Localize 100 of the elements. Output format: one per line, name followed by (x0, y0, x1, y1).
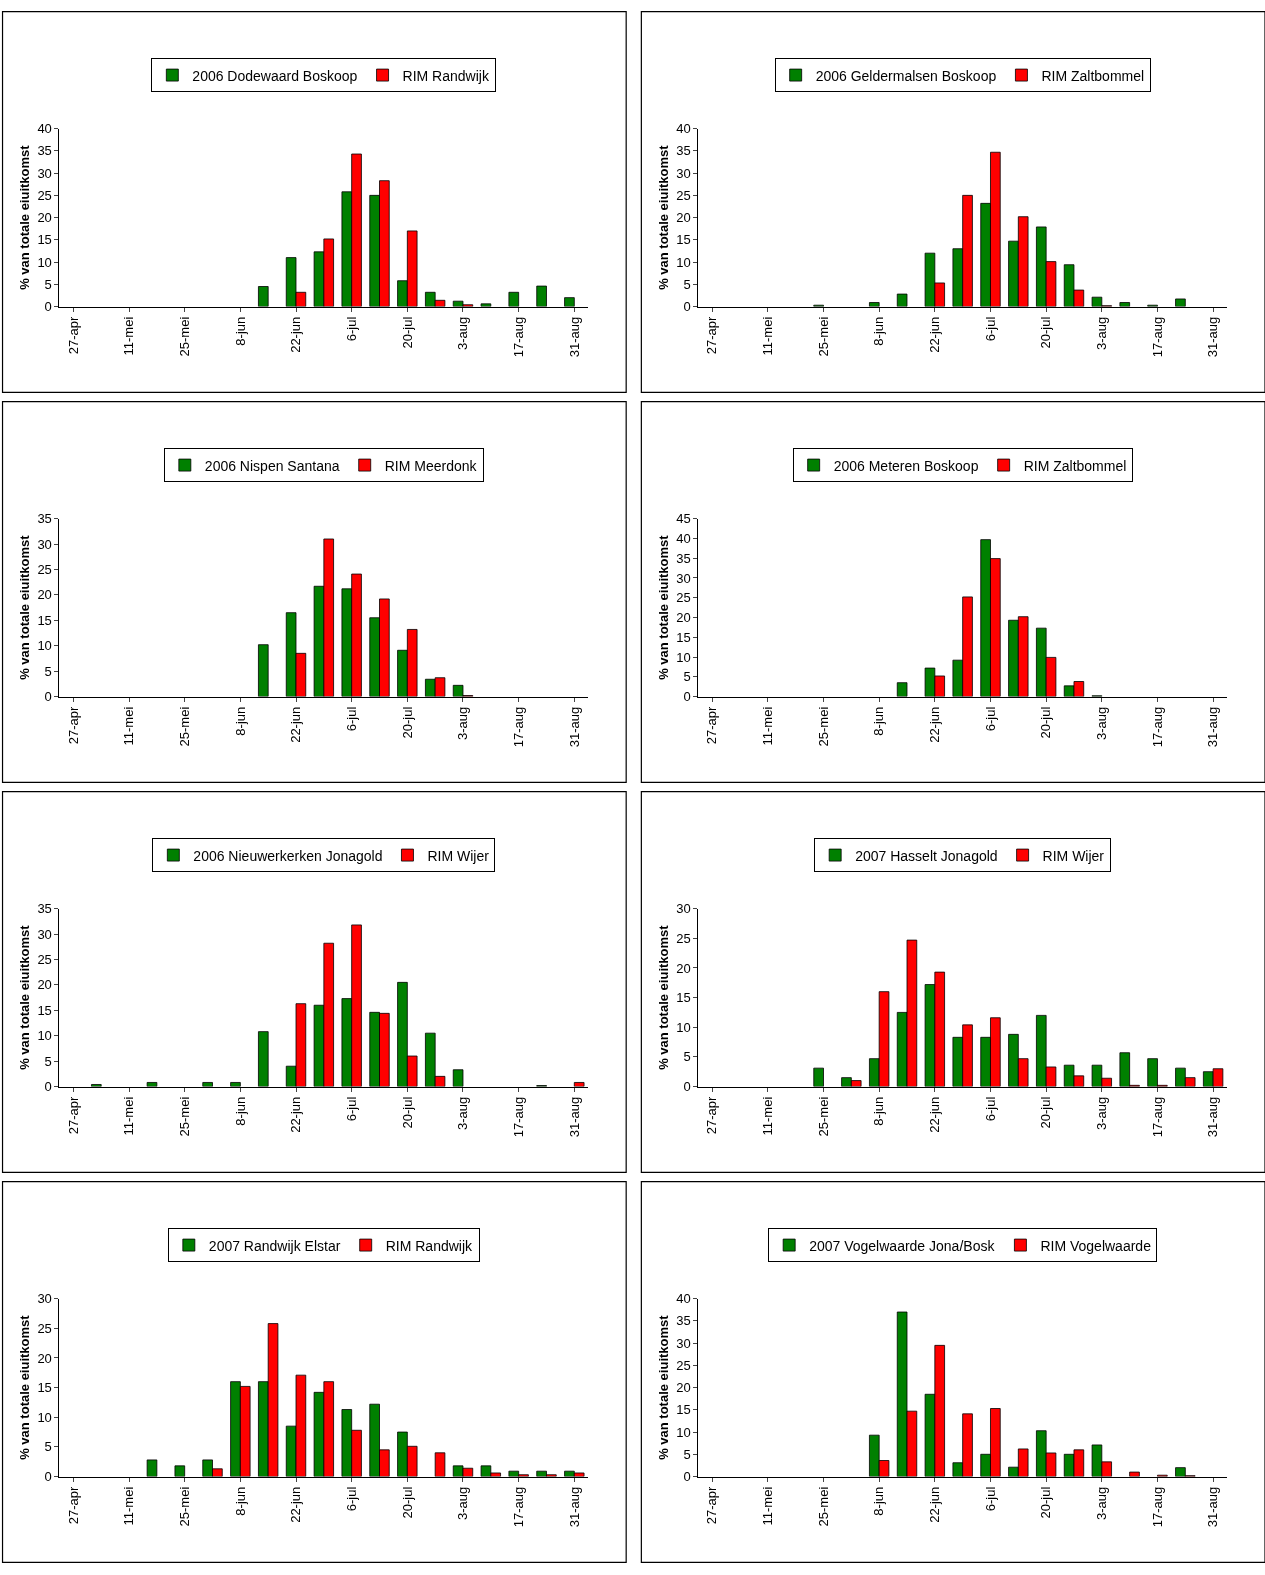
x-tick-label: 22-jun (288, 706, 304, 743)
x-tick-label: 20-jul (399, 706, 415, 739)
y-tick-label: 30 (37, 165, 52, 181)
y-tick-label: 15 (37, 232, 52, 248)
y-tick-label: 25 (37, 952, 52, 968)
x-tick-label: 8-jun (871, 706, 887, 736)
y-tick-label: 45 (676, 511, 691, 527)
x-tick-label: 25-mei (176, 1486, 192, 1527)
legend-label: RIM Wijer (1042, 847, 1105, 864)
x-tick-label: 17-aug (1149, 316, 1165, 358)
y-tick-label: 30 (676, 901, 691, 917)
y-axis-title: % van totale eiuitkomst (656, 534, 672, 680)
x-tick-label: 17-aug (1149, 1486, 1165, 1528)
x-tick-label: 3-aug (455, 1096, 471, 1130)
y-tick-label: 40 (676, 530, 691, 546)
x-tick-label: 8-jun (871, 1486, 887, 1516)
y-tick-label: 0 (683, 689, 691, 705)
x-tick-label: 25-mei (815, 316, 831, 357)
y-tick-label: 20 (37, 210, 52, 226)
y-tick-label: 5 (683, 1049, 691, 1065)
y-tick-label: 30 (37, 926, 52, 942)
x-tick-label: 22-jun (927, 316, 943, 353)
y-tick-label: 5 (683, 1446, 691, 1462)
x-tick-label: 17-aug (510, 316, 526, 358)
x-tick-label: 25-mei (176, 1096, 192, 1137)
y-tick-label: 10 (676, 254, 691, 270)
x-tick-label: 20-jul (399, 316, 415, 349)
legend-label: 2006 Geldermalsen Boskoop (815, 67, 997, 84)
x-tick-label: 8-jun (871, 316, 887, 346)
legend-label: RIM Randwijk (402, 67, 490, 84)
x-tick-label: 11-mei (121, 316, 137, 356)
y-tick-label: 15 (37, 1380, 52, 1396)
x-tick-label: 25-mei (815, 1096, 831, 1137)
y-tick-label: 15 (676, 232, 691, 248)
y-tick-label: 35 (37, 901, 52, 917)
y-tick-label: 0 (44, 689, 52, 705)
y-tick-label: 35 (676, 143, 691, 159)
y-tick-label: 15 (37, 1002, 52, 1018)
x-tick-label: 17-aug (510, 1096, 526, 1138)
y-tick-label: 40 (676, 1291, 691, 1307)
y-tick-label: 0 (44, 1079, 52, 1095)
y-tick-label: 0 (683, 1079, 691, 1095)
x-tick-label: 31-aug (1205, 706, 1221, 748)
y-tick-label: 10 (37, 1409, 52, 1425)
y-axis-title: % van totale eiuitkomst (17, 534, 33, 680)
x-tick-label: 20-jul (399, 1486, 415, 1519)
x-tick-label: 31-aug (566, 706, 582, 748)
y-tick-label: 25 (676, 1357, 691, 1373)
y-tick-label: 25 (37, 1320, 52, 1336)
x-tick-label: 27-apr (65, 316, 81, 355)
y-tick-label: 20 (676, 210, 691, 226)
x-tick-label: 27-apr (704, 316, 720, 355)
x-tick-label: 8-jun (871, 1096, 887, 1126)
x-tick-label: 27-apr (704, 706, 720, 745)
x-tick-label: 6-jul (343, 1096, 359, 1122)
x-tick-label: 3-aug (1094, 1096, 1110, 1130)
x-tick-label: 11-mei (760, 706, 776, 746)
x-tick-label: 22-jun (927, 1486, 943, 1523)
x-tick-label: 22-jun (288, 316, 304, 353)
y-tick-label: 20 (37, 587, 52, 603)
x-tick-label: 20-jul (1038, 706, 1054, 739)
x-tick-label: 6-jul (343, 1486, 359, 1512)
legend-label: 2007 Randwijk Elstar (208, 1237, 341, 1254)
y-axis-title: % van totale eiuitkomst (17, 1314, 33, 1460)
y-tick-label: 10 (37, 254, 52, 270)
y-tick-label: 25 (37, 187, 52, 203)
y-tick-label: 30 (37, 536, 52, 552)
x-tick-label: 31-aug (1205, 316, 1221, 358)
y-tick-label: 5 (44, 663, 52, 679)
x-tick-label: 20-jul (1038, 1486, 1054, 1519)
x-tick-label: 8-jun (232, 706, 248, 736)
y-tick-label: 5 (44, 1053, 52, 1069)
legend-label: RIM Zaltbommel (1023, 457, 1127, 474)
x-tick-label: 11-mei (760, 1096, 776, 1136)
y-tick-label: 10 (37, 638, 52, 654)
x-tick-label: 31-aug (566, 1486, 582, 1528)
y-axis-title: % van totale eiuitkomst (656, 924, 672, 1070)
x-tick-label: 22-jun (927, 706, 943, 743)
y-tick-label: 10 (676, 1424, 691, 1440)
y-tick-label: 35 (37, 143, 52, 159)
y-tick-label: 30 (676, 570, 691, 586)
y-tick-label: 25 (676, 187, 691, 203)
y-tick-label: 5 (683, 276, 691, 292)
x-tick-label: 22-jun (288, 1096, 304, 1133)
legend-label: RIM Zaltbommel (1041, 67, 1145, 84)
x-tick-label: 27-apr (704, 1096, 720, 1135)
y-tick-label: 5 (44, 1439, 52, 1455)
y-tick-label: 25 (676, 590, 691, 606)
legend-label: 2006 Nieuwerkerken Jonagold (193, 847, 383, 864)
x-tick-label: 20-jul (1038, 316, 1054, 349)
x-tick-label: 11-mei (760, 1486, 776, 1526)
legend-label: 2007 Vogelwaarde Jona/Bosk (809, 1237, 996, 1254)
y-tick-label: 25 (37, 562, 52, 578)
x-tick-label: 6-jul (982, 316, 998, 342)
x-tick-label: 20-jul (1038, 1096, 1054, 1129)
x-tick-label: 20-jul (399, 1096, 415, 1129)
x-tick-label: 11-mei (760, 316, 776, 356)
x-tick-label: 3-aug (455, 706, 471, 740)
y-axis-title: % van totale eiuitkomst (656, 144, 672, 290)
x-tick-label: 11-mei (121, 1096, 137, 1136)
